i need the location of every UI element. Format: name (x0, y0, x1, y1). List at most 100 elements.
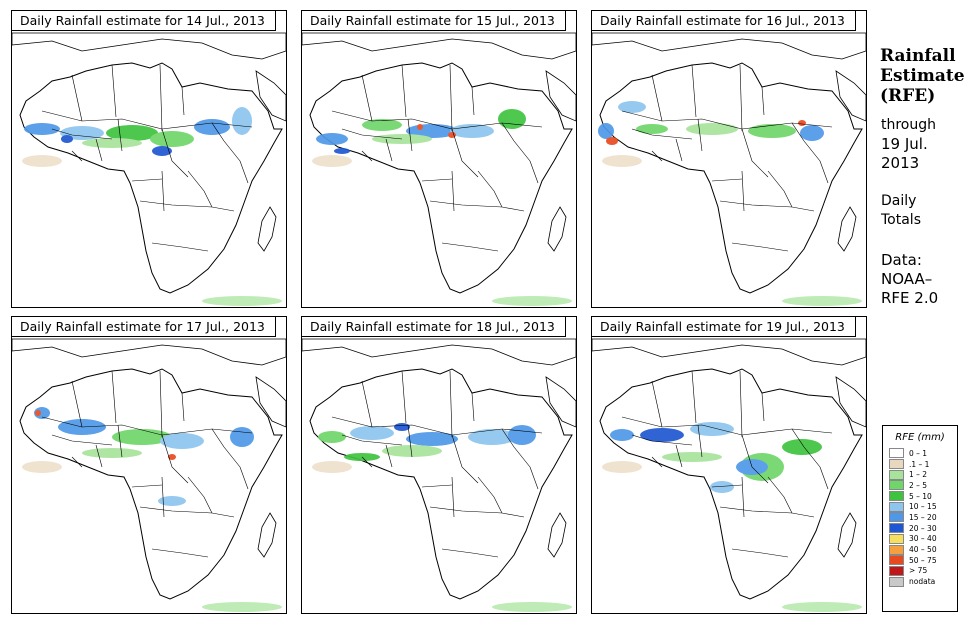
legend-item: 30 – 40 (889, 533, 957, 545)
country-border (471, 392, 475, 422)
country-border (691, 370, 697, 424)
panel-title: Daily Rainfall estimate for 18 Jul., 201… (302, 317, 566, 337)
country-border (151, 242, 209, 252)
legend-label: 30 – 40 (909, 534, 937, 544)
country-border (621, 416, 833, 436)
legend-item: 5 – 10 (889, 491, 957, 502)
country-border (451, 476, 455, 518)
country-border (181, 86, 185, 116)
country-border (421, 484, 453, 488)
country-border (675, 138, 683, 162)
map-panel-jul-16: Daily Rainfall estimate for 16 Jul., 201… (591, 10, 867, 308)
coastline-europe (12, 32, 286, 60)
light-rain-area (202, 602, 282, 612)
rainfall-cell (334, 148, 350, 154)
coastline-arabia (545, 376, 576, 428)
through-date: 19 Jul. 2013 (881, 135, 965, 173)
light-rain-area (22, 461, 62, 473)
country-border (139, 200, 235, 212)
country-border (741, 128, 769, 178)
legend-item: 50 – 75 (889, 555, 957, 566)
legend-swatch (889, 501, 904, 512)
country-border (631, 434, 693, 446)
rainfall-cell (35, 410, 41, 416)
rainfall-cell (362, 119, 402, 131)
country-border (741, 170, 745, 212)
country-border (111, 64, 117, 118)
rainfall-cell (316, 133, 348, 145)
coastline-madagascar (547, 206, 567, 252)
rainfall-cell (82, 448, 142, 458)
light-rain-area (22, 155, 62, 167)
light-rain-area (312, 155, 352, 167)
country-border (401, 64, 407, 118)
rainfall-cell (382, 445, 442, 457)
legend-swatch (889, 459, 904, 470)
coastline-europe (12, 338, 286, 366)
totals-label: Daily Totals (881, 192, 965, 230)
legend-swatch (889, 480, 904, 491)
legend-label: 40 – 50 (909, 545, 937, 555)
coastline-madagascar (257, 512, 277, 558)
country-border (361, 74, 373, 122)
rainfall-cell (160, 433, 204, 449)
country-border (719, 506, 815, 518)
rainfall-cell (690, 422, 734, 436)
country-border (451, 434, 479, 484)
light-rain-area (202, 296, 282, 306)
totals-line: Totals (881, 212, 921, 228)
country-border (651, 74, 663, 122)
country-border (161, 170, 165, 212)
legend-swatch (889, 533, 904, 544)
rainfall-cell (152, 146, 172, 156)
country-border (239, 466, 249, 490)
country-border (331, 110, 543, 130)
country-border (529, 160, 539, 184)
country-border (767, 170, 793, 208)
data-source-line: NOAA– (881, 270, 933, 288)
legend-swatch (889, 448, 904, 459)
map-panel-jul-18: Daily Rainfall estimate for 18 Jul., 201… (301, 316, 577, 614)
country-border (117, 424, 123, 458)
country-border (691, 64, 697, 118)
country-border (187, 170, 213, 208)
coastline-europe (592, 338, 866, 366)
rainfall-cell (82, 138, 142, 148)
legend-label: 0 – 1 (909, 448, 928, 458)
panel-title: Daily Rainfall estimate for 14 Jul., 201… (12, 11, 276, 31)
coastline-madagascar (547, 512, 567, 558)
country-border (361, 456, 373, 468)
country-border (449, 370, 453, 438)
country-border (429, 506, 525, 518)
panel-title: Daily Rainfall estimate for 15 Jul., 201… (302, 11, 566, 31)
country-border (451, 128, 479, 178)
legend-swatch (889, 555, 904, 566)
light-rain-area (492, 296, 572, 306)
legend-item: 20 – 30 (889, 523, 957, 534)
legend-label: 5 – 10 (909, 491, 932, 501)
country-border (159, 64, 163, 132)
legend-label: > 75 (909, 566, 928, 576)
light-rain-area (602, 155, 642, 167)
through-date-line: 19 Jul. (881, 135, 928, 153)
africa-rainfall-map (12, 338, 286, 612)
country-border (711, 484, 743, 488)
country-border (621, 110, 833, 130)
legend-item: .1 – 1 (889, 459, 957, 470)
rainfall-cell (112, 429, 172, 445)
country-border (161, 476, 165, 518)
country-border (211, 122, 241, 162)
country-border (131, 484, 163, 488)
africa-rainfall-map (302, 32, 576, 306)
rainfall-cell (618, 101, 646, 113)
rainfall-cell (606, 137, 618, 145)
legend-item: nodata (889, 576, 957, 587)
country-border (451, 170, 455, 212)
rainfall-cell (24, 123, 60, 135)
coastline-europe (302, 338, 576, 366)
country-border (385, 444, 393, 468)
legend-item: 0 – 1 (889, 448, 957, 459)
rainfall-cell (748, 124, 796, 138)
data-source-line: RFE 2.0 (881, 289, 939, 307)
